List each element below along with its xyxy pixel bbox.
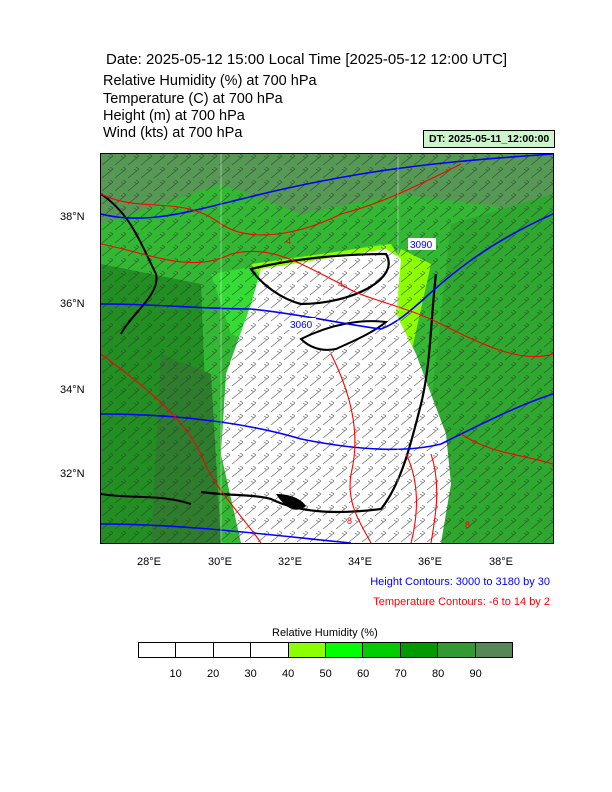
colorbar-swatch (251, 643, 289, 657)
lat-label-34n: 34°N (60, 384, 85, 396)
lon-label-32e: 32°E (278, 556, 302, 568)
temp-contour-3 (101, 353, 262, 543)
temp-label-1: 4 (338, 279, 343, 289)
temp-contour-2 (101, 243, 553, 358)
colorbar-label: 60 (357, 668, 370, 680)
dt-badge: DT: 2025-05-11_12:00:00 (423, 130, 556, 148)
colorbar-label: 20 (207, 668, 220, 680)
colorbar-swatch (400, 643, 439, 657)
aegean-coast (101, 193, 158, 335)
temp-label-2: 4 (286, 236, 291, 246)
cyprus-coast (299, 320, 389, 351)
height-label-3090: 3090 (410, 240, 433, 251)
temp-contour-5 (405, 453, 438, 543)
variable-line-wind: Wind (kts) at 700 hPa (103, 125, 243, 141)
height-contour-north (101, 154, 553, 219)
colorbar-swatch (363, 643, 401, 657)
colorbar-swatch (475, 643, 513, 657)
temp-contour-note: Temperature Contours: -6 to 14 by 2 (373, 596, 550, 608)
height-label-bg-2 (408, 238, 436, 250)
colorbar-label: 40 (282, 668, 295, 680)
temp-label-3: 8 (347, 516, 352, 526)
colorbar-label: 70 (394, 668, 407, 680)
map-canvas: 3060 3090 4 4 8 8 (101, 154, 553, 543)
levant-egypt-coast (200, 273, 438, 514)
height-contour-3090 (101, 393, 553, 451)
colorbar-swatch (213, 643, 252, 657)
lat-label-32n: 32°N (60, 468, 85, 480)
lon-label-38e: 38°E (489, 556, 513, 568)
variable-line-height: Height (m) at 700 hPa (103, 108, 245, 124)
colorbar-label: 90 (469, 668, 482, 680)
chart-title: Date: 2025-05-12 15:00 Local Time [2025-… (106, 51, 508, 68)
colorbar-label: 10 (169, 668, 182, 680)
colorbar-swatch (288, 643, 327, 657)
colorbar-label: 50 (319, 668, 332, 680)
colorbar-title: Relative Humidity (%) (272, 627, 378, 639)
colorbar-swatch (438, 643, 476, 657)
colorbar-swatch (326, 643, 364, 657)
height-label-bg-1 (288, 318, 316, 330)
height-contour-south (101, 523, 352, 543)
weather-map: 3060 3090 4 4 8 8 (100, 153, 554, 544)
temp-contour-1 (101, 163, 462, 236)
height-contour-note: Height Contours: 3000 to 3180 by 30 (370, 576, 550, 588)
libya-coast (101, 493, 192, 505)
height-label-3060: 3060 (290, 320, 313, 331)
lon-label-28e: 28°E (137, 556, 161, 568)
colorbar-swatch (139, 643, 177, 657)
temp-contour-4 (330, 353, 372, 543)
anatolia-coast (249, 252, 390, 306)
temp-contour-6 (460, 433, 553, 465)
lon-label-34e: 34°E (348, 556, 372, 568)
colorbar-label: 30 (244, 668, 257, 680)
lat-label-36n: 36°N (60, 298, 85, 310)
lon-label-30e: 30°E (208, 556, 232, 568)
colorbar (138, 642, 513, 658)
height-contour-3060 (101, 213, 553, 330)
variable-line-temp: Temperature (C) at 700 hPa (103, 91, 283, 107)
nile-delta (276, 494, 306, 510)
lon-label-36e: 36°E (418, 556, 442, 568)
colorbar-label: 80 (432, 668, 445, 680)
lat-label-38n: 38°N (60, 211, 85, 223)
variable-line-rh: Relative Humidity (%) at 700 hPa (103, 73, 317, 89)
colorbar-swatch (176, 643, 214, 657)
temp-label-4: 8 (465, 520, 470, 530)
